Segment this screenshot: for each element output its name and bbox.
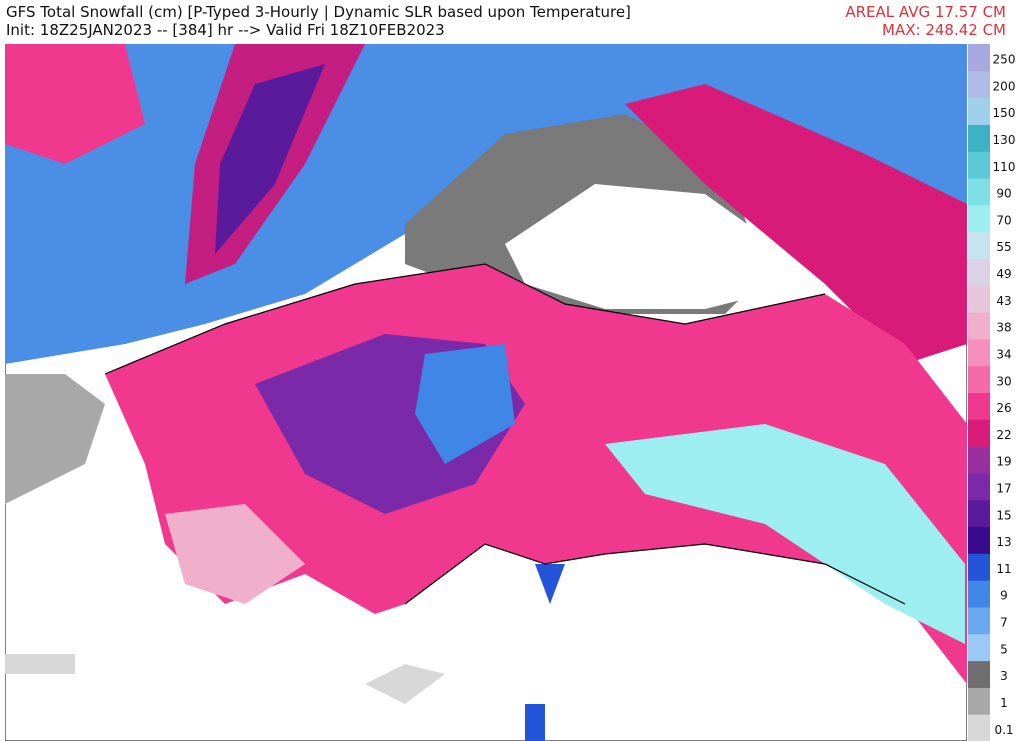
snow-pink [5,44,145,164]
colorbar-band [968,580,990,608]
colorbar-band [968,338,990,367]
colorbar-band [968,419,990,447]
colorbar-label: 1 [1000,696,1008,710]
colorbar-label: 0.1 [994,723,1013,737]
colorbar-band [968,714,990,741]
colorbar-label: 9 [1000,589,1008,603]
colorbar-label: 3 [1000,669,1008,683]
colorbar-label: 55 [996,240,1011,254]
colorbar-label: 90 [996,187,1011,201]
colorbar: 0.11357911131517192226303438434955709011… [968,44,1016,741]
colorbar-band [968,526,990,554]
colorbar-band [968,124,990,152]
colorbar-band [968,687,990,715]
colorbar-band [968,204,990,233]
colorbar-label: 30 [996,374,1011,388]
snow-blue [415,344,515,464]
colorbar-band [968,312,990,340]
max-value: MAX: 248.42 CM [882,21,1006,39]
colorbar-band [968,499,990,528]
snow-blue [525,564,565,741]
colorbar-band [968,365,990,393]
colorbar-label: 43 [996,294,1011,308]
colorbar-label: 7 [1000,616,1008,630]
colorbar-band [968,178,990,206]
colorbar-band [968,231,990,259]
black-sea [505,184,775,309]
colorbar-label: 17 [996,482,1011,496]
colorbar-band [968,660,990,688]
colorbar-band [968,258,990,286]
colorbar-band [968,553,990,581]
colorbar-label: 38 [996,321,1011,335]
snow-light-pink [165,504,305,604]
coastline [104,263,906,605]
snow-purple [215,64,325,254]
colorbar-label: 49 [996,267,1011,281]
colorbar-band [968,446,990,474]
colorbar-label: 200 [993,79,1016,93]
snow-gray [5,654,445,704]
colorbar-label: 150 [993,106,1016,120]
subtitle: Init: 18Z25JAN2023 -- [384] hr --> Valid… [6,21,445,39]
areal-avg: AREAL AVG 17.57 CM [845,3,1006,21]
colorbar-label: 13 [996,535,1011,549]
colorbar-band [968,392,990,420]
colorbar-band [968,606,990,635]
colorbar-band [968,472,990,501]
colorbar-band [968,285,990,313]
map [5,44,967,741]
colorbar-label: 5 [1000,642,1008,656]
colorbar-label: 22 [996,428,1011,442]
snow-pink [625,84,967,364]
colorbar-label: 19 [996,455,1011,469]
colorbar-label: 15 [996,508,1011,522]
colorbar-label: 11 [996,562,1011,576]
colorbar-label: 34 [996,347,1011,361]
colorbar-label: 26 [996,401,1011,415]
colorbar-band [968,44,990,72]
colorbar-label: 130 [993,133,1016,147]
snow-gray [5,374,105,504]
colorbar-label: 70 [996,213,1011,227]
title: GFS Total Snowfall (cm) [P-Typed 3-Hourl… [6,3,631,21]
colorbar-band [968,70,990,99]
colorbar-label: 250 [993,53,1016,67]
colorbar-band [968,97,990,125]
colorbar-label: 110 [993,160,1016,174]
colorbar-band [968,633,990,662]
colorbar-band [968,151,990,179]
